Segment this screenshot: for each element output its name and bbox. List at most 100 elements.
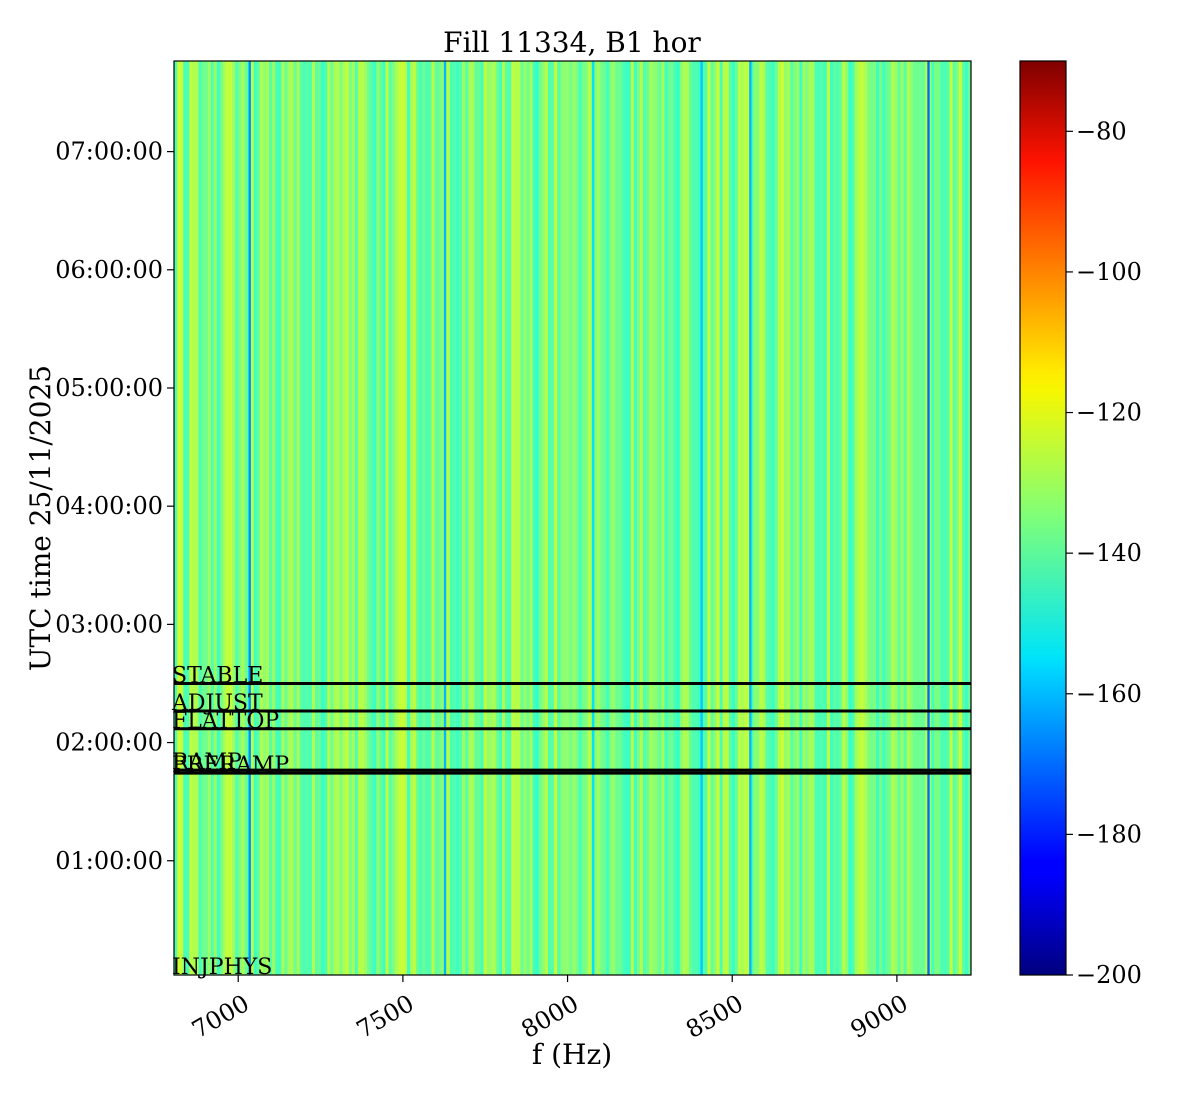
heatmap-column — [241, 61, 246, 975]
heatmap-column — [281, 61, 285, 975]
heatmap-column — [223, 61, 227, 975]
heatmap-column — [505, 61, 509, 975]
heatmap-column — [511, 61, 515, 975]
heatmap-column — [826, 61, 831, 975]
heatmap-column — [275, 61, 279, 975]
spectral-line — [700, 61, 703, 975]
heatmap-column — [716, 61, 721, 975]
heatmap-column — [869, 61, 874, 975]
heatmap-column — [238, 61, 243, 975]
heatmap-column — [299, 61, 304, 975]
heatmap-column — [566, 61, 571, 975]
heatmap-column — [704, 61, 708, 975]
heatmap-column — [489, 61, 494, 975]
beam-mode-label: ADJUST — [171, 691, 263, 716]
heatmap-column — [652, 61, 656, 975]
heatmap-column — [554, 61, 558, 975]
heatmap-column — [305, 61, 310, 975]
heatmap-column — [284, 61, 289, 975]
heatmap-column — [449, 61, 454, 975]
heatmap-column — [419, 61, 423, 975]
heatmap-column — [330, 61, 334, 975]
heatmap-column — [934, 61, 938, 975]
heatmap-column — [811, 61, 816, 975]
heatmap-column — [287, 61, 292, 975]
heatmap-column — [676, 61, 681, 975]
heatmap-column — [698, 61, 702, 975]
heatmap-column — [348, 61, 353, 975]
heatmap-column — [431, 61, 436, 975]
heatmap-column — [728, 61, 733, 975]
heatmap-column — [357, 61, 362, 975]
colorbar-ticks: −80 −100 −120 −140 −160 −180 −200 — [1066, 117, 1142, 989]
x-axis-title: f (Hz) — [532, 1038, 612, 1071]
heatmap-column — [707, 61, 712, 975]
heatmap-column — [719, 61, 724, 975]
heatmap-column — [597, 61, 601, 975]
heatmap-column — [477, 61, 482, 975]
heatmap-column — [734, 61, 739, 975]
heatmap-column — [584, 61, 589, 975]
heatmap-column — [256, 61, 261, 975]
heatmap-column — [921, 61, 926, 975]
heatmap-column — [541, 61, 546, 975]
heatmap-column — [526, 61, 531, 975]
heatmap-column — [425, 61, 430, 975]
heatmap-column — [618, 61, 623, 975]
heatmap-column — [456, 61, 460, 975]
heatmap-column — [410, 61, 414, 975]
heatmap-column — [311, 61, 316, 975]
heatmap-column — [422, 61, 426, 975]
heatmap-column — [204, 61, 209, 975]
beam-mode-label: STABLE — [172, 663, 263, 688]
spectral-line — [927, 61, 930, 975]
heatmap-column — [630, 61, 635, 975]
x-tick-label: 7500 — [352, 989, 419, 1044]
y-tick-label: 03:00:00 — [55, 610, 163, 638]
heatmap-column — [269, 61, 273, 975]
heatmap-column — [235, 61, 239, 975]
heatmap-column — [823, 61, 828, 975]
heatmap-column — [345, 61, 350, 975]
heatmap-column — [943, 61, 948, 975]
spectral-line — [592, 61, 595, 975]
heatmap-column — [547, 61, 552, 975]
heatmap-column — [793, 61, 797, 975]
heatmap-column — [682, 61, 687, 975]
heatmap-column — [471, 61, 476, 975]
heatmap-column — [551, 61, 555, 975]
heatmap-column — [529, 61, 534, 975]
heatmap-column — [664, 61, 669, 975]
heatmap-column — [673, 61, 678, 975]
heatmap-column — [685, 61, 690, 975]
heatmap-column — [177, 61, 181, 975]
heatmap-column — [587, 61, 592, 975]
heatmap-column — [517, 61, 521, 975]
heatmap-column — [612, 61, 617, 975]
heatmap-column — [836, 61, 840, 975]
heatmap-column — [759, 61, 764, 975]
heatmap-column — [440, 61, 445, 975]
heatmap-column — [765, 61, 770, 975]
heatmap-column — [636, 61, 641, 975]
heatmap-column — [627, 61, 632, 975]
heatmap-column — [808, 61, 813, 975]
heatmap-column — [900, 61, 905, 975]
y-tick-label: 06:00:00 — [55, 256, 163, 284]
heatmap-column — [790, 61, 794, 975]
heatmap-column — [480, 61, 485, 975]
heatmap-column — [498, 61, 503, 975]
heatmap-column — [308, 61, 313, 975]
heatmap-column — [780, 61, 785, 975]
heatmap-column — [863, 61, 868, 975]
heatmap-column — [925, 61, 929, 975]
colorbar-tick-label: −120 — [1076, 399, 1142, 427]
heatmap-column — [643, 61, 647, 975]
heatmap-column — [940, 61, 945, 975]
y-tick-label: 02:00:00 — [55, 729, 163, 757]
colorbar-tick-label: −160 — [1076, 680, 1142, 708]
heatmap-column — [459, 61, 463, 975]
heatmap-column — [452, 61, 457, 975]
heatmap-column — [544, 61, 549, 975]
